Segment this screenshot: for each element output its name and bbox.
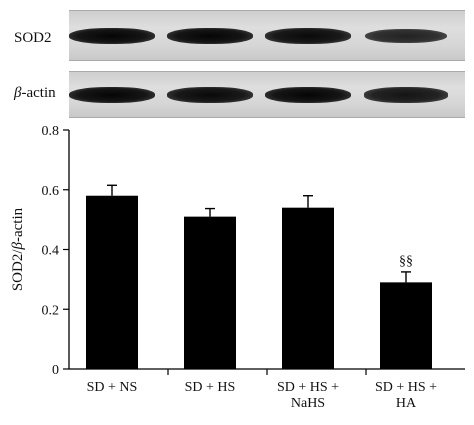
blot-label-beta-actin: β-actin: [14, 84, 56, 102]
chart-labels: 0 0.2 0.4 0.6 0.8 SOD2/β-actin SD + NS SD + HS S…: [10, 124, 437, 411]
blot-band: [69, 87, 155, 103]
x-tick-label: HA: [396, 396, 417, 411]
western-blot-sod2: [69, 10, 465, 61]
chart-bars: [86, 184, 432, 369]
bar-chart: 0 0.2 0.4 0.6 0.8 SOD2/β-actin SD + NS SD + HS S…: [10, 124, 465, 411]
bar: [282, 207, 334, 369]
x-tick-label: SD + HS: [185, 380, 236, 395]
blot-band: [265, 87, 351, 103]
y-axis-label: SOD2/β-actin: [10, 207, 26, 291]
blot-band: [265, 28, 351, 44]
x-tick-label: NaHS: [291, 396, 325, 411]
bar: [86, 195, 138, 369]
western-blot-beta-actin: [69, 71, 465, 118]
blot-band: [167, 28, 253, 44]
significance-annotation: §§: [399, 254, 413, 269]
blot-band: [69, 28, 155, 44]
x-tick-label: SD + HS +: [375, 380, 437, 395]
y-tick-label: 0: [52, 363, 59, 378]
blot-label-sod2: SOD2: [14, 30, 52, 46]
x-tick-label: SD + HS +: [277, 380, 339, 395]
bar: [380, 282, 432, 369]
bar: [184, 216, 236, 369]
y-tick-label: 0.2: [42, 303, 60, 318]
y-tick-label: 0.4: [42, 244, 60, 259]
y-tick-label: 0.8: [42, 124, 60, 139]
blot-band: [364, 28, 448, 44]
y-tick-label: 0.6: [42, 184, 60, 199]
blot-label-suffix: -actin: [21, 85, 56, 101]
x-tick-label: SD + NS: [87, 380, 138, 395]
blot-band: [363, 87, 449, 103]
blot-band: [167, 87, 253, 103]
beta-symbol: β: [14, 85, 22, 101]
